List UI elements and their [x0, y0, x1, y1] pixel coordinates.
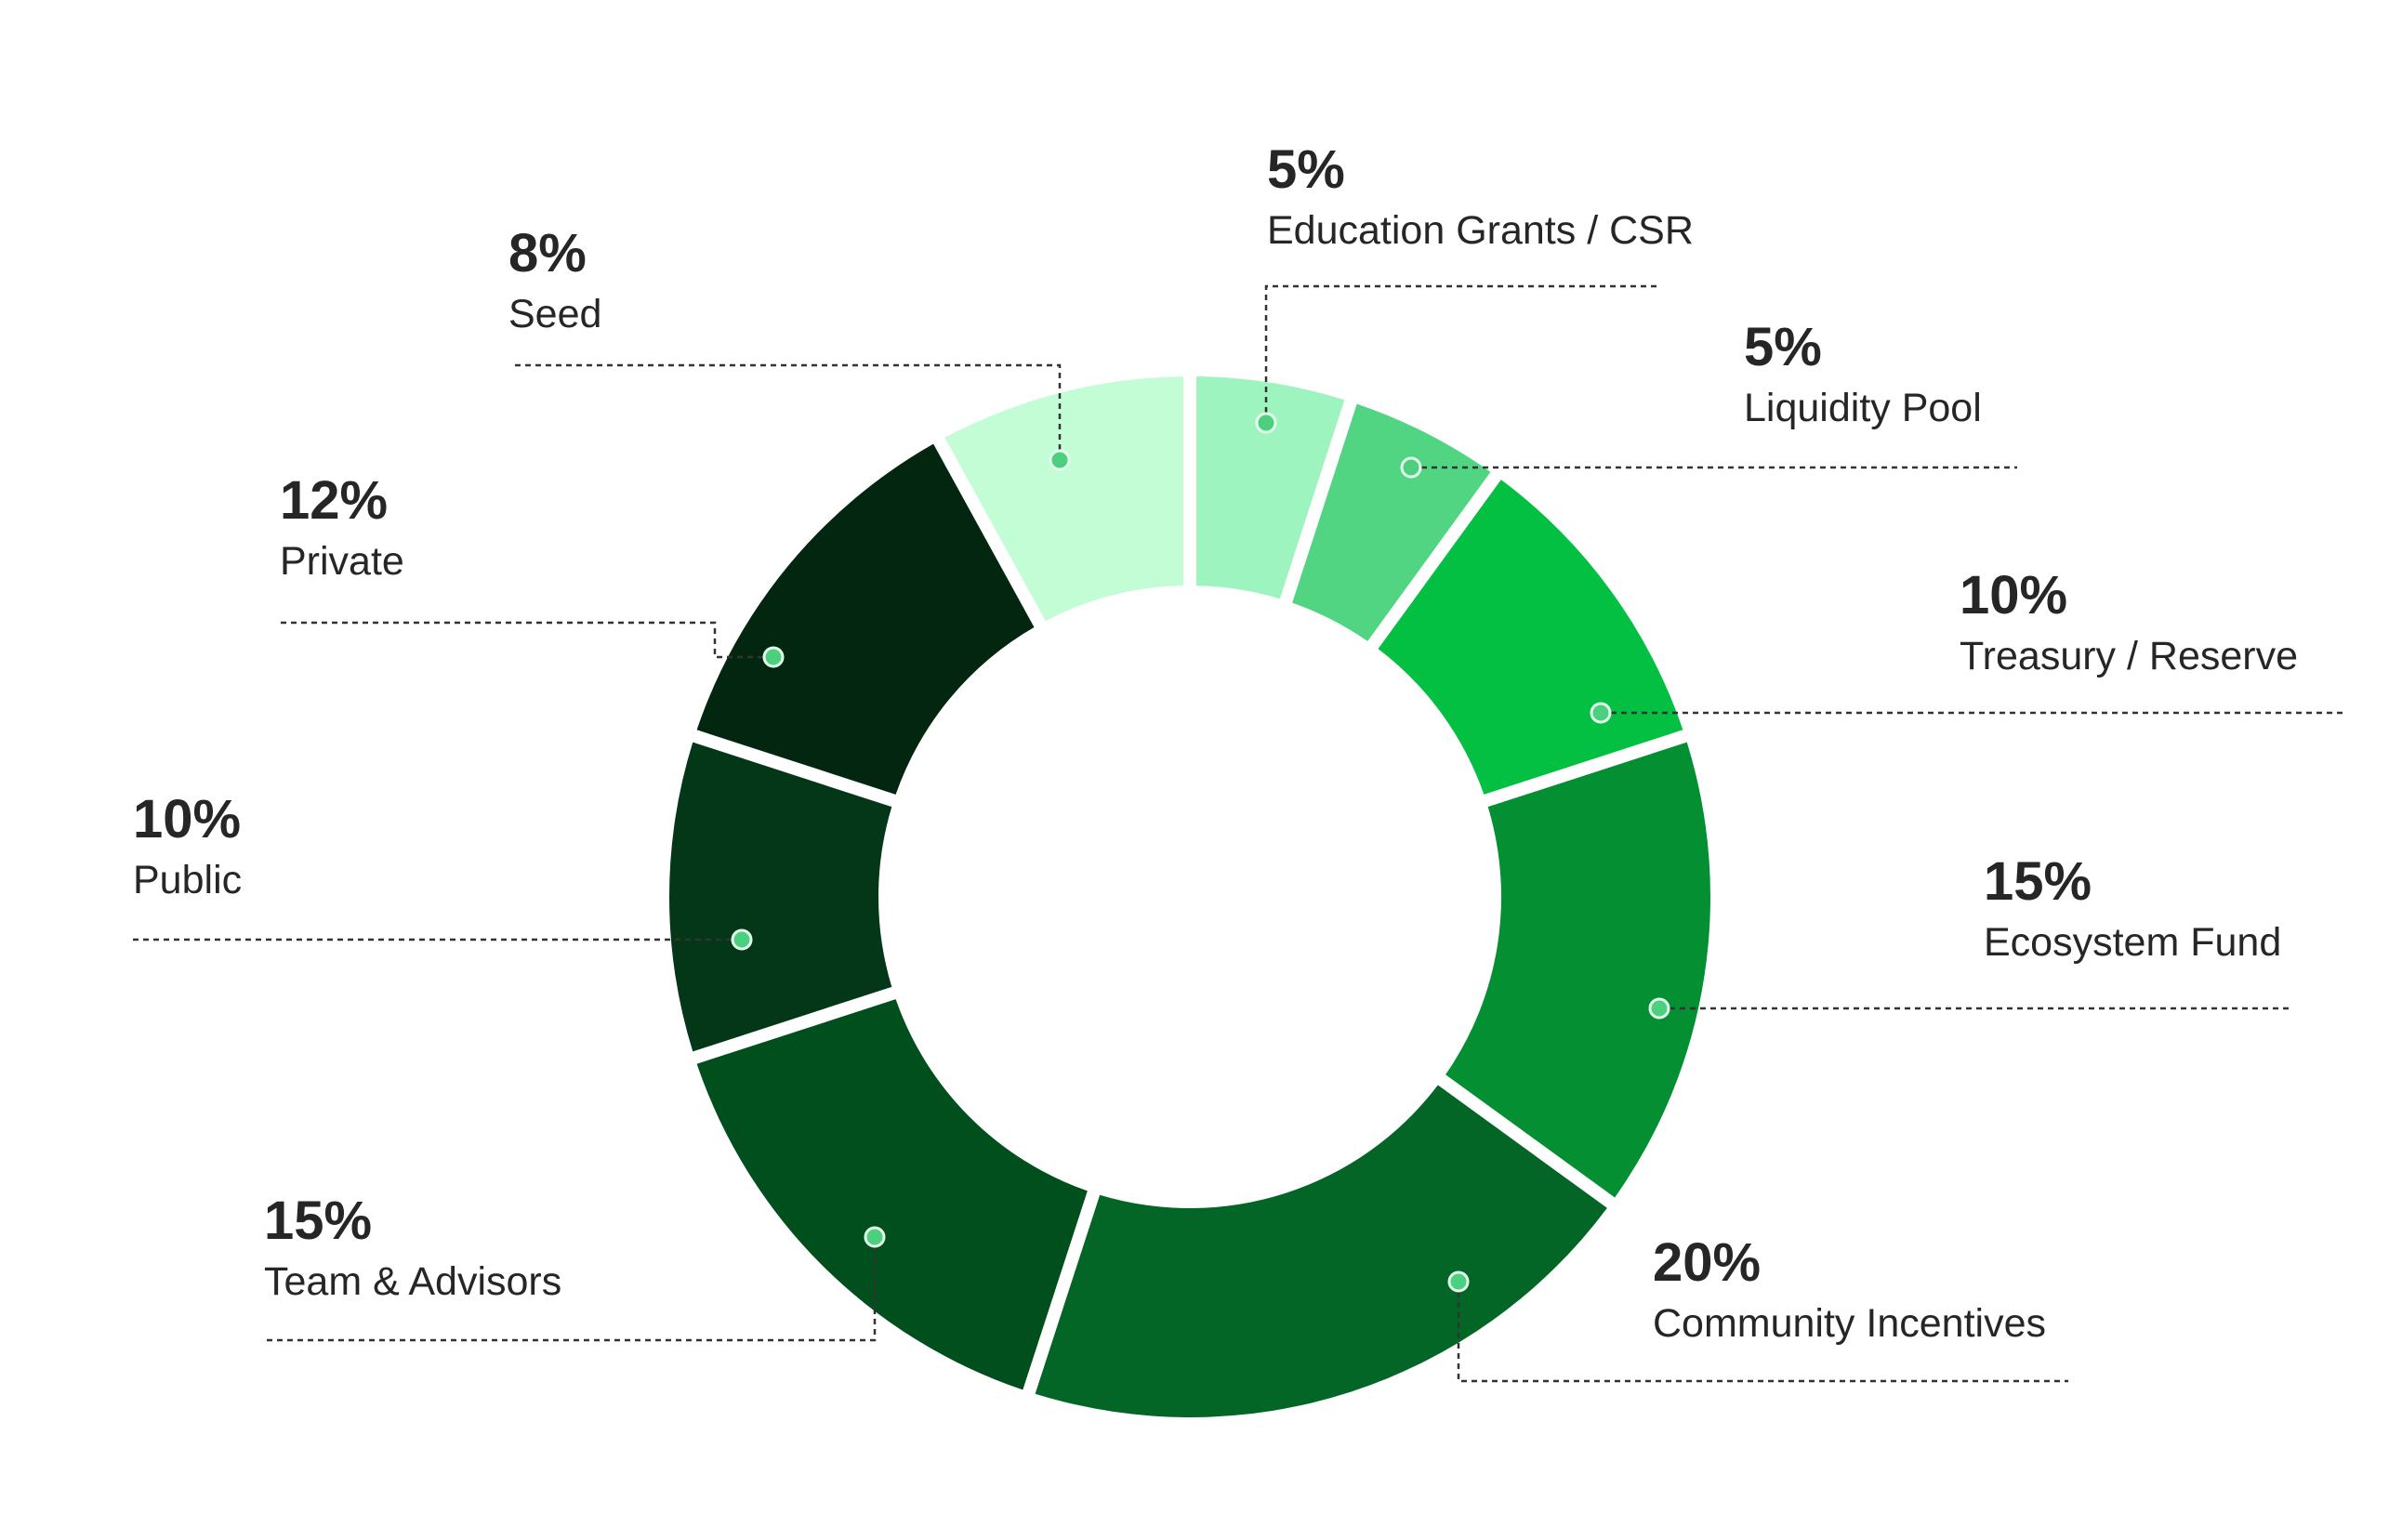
category-label-seed: Seed [508, 292, 601, 336]
category-label-team-advisors: Team & Advisors [264, 1259, 561, 1304]
percent-label-team-advisors: 15% [264, 1191, 372, 1251]
category-label-ecosystem-fund: Ecosystem Fund [1984, 920, 2281, 965]
percent-label-public: 10% [133, 789, 241, 849]
slice-marker-liquidity-pool [1400, 456, 1422, 479]
category-label-treasury-reserve: Treasury / Reserve [1960, 634, 2298, 678]
slice-public [669, 742, 892, 1052]
leader-line-team-advisors [264, 1237, 877, 1342]
category-label-liquidity-pool: Liquidity Pool [1744, 386, 1982, 430]
percent-label-ecosystem-fund: 15% [1984, 851, 2092, 912]
leader-line-education-grants-csr [1264, 284, 1659, 423]
percent-label-private: 12% [280, 470, 388, 531]
slice-seed [944, 376, 1184, 622]
slice-marker-team-advisors [864, 1226, 886, 1248]
slice-education-grants-csr [1195, 376, 1345, 599]
slice-community-incentives [1035, 1085, 1607, 1418]
category-label-community-incentives: Community Incentives [1653, 1301, 2046, 1346]
leader-line-community-incentives [1457, 1282, 2068, 1383]
slice-team-advisors [696, 999, 1088, 1390]
slice-marker-education-grants-csr [1255, 412, 1277, 434]
leader-line-seed [511, 363, 1062, 460]
slice-marker-seed [1049, 449, 1071, 471]
slice-marker-public [731, 928, 753, 951]
category-label-education-grants-csr: Education Grants / CSR [1267, 208, 1694, 253]
leader-line-private [280, 621, 773, 659]
slice-private [696, 443, 1035, 795]
slice-ecosystem-fund [1445, 742, 1710, 1198]
percent-label-treasury-reserve: 10% [1960, 565, 2067, 625]
percent-label-education-grants-csr: 5% [1267, 139, 1345, 200]
slice-marker-community-incentives [1447, 1270, 1470, 1293]
slice-marker-ecosystem-fund [1648, 997, 1670, 1020]
percent-label-seed: 8% [508, 223, 587, 283]
category-label-public: Public [133, 858, 242, 902]
category-label-private: Private [280, 539, 404, 584]
slice-marker-treasury-reserve [1590, 702, 1612, 724]
slice-marker-private [762, 646, 785, 668]
slice-liquidity-pool [1292, 403, 1491, 641]
percent-label-liquidity-pool: 5% [1744, 317, 1822, 377]
percent-label-community-incentives: 20% [1653, 1232, 1761, 1293]
